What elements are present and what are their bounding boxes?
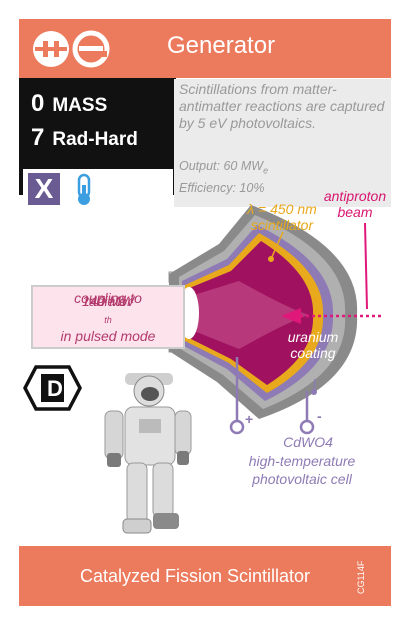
pv-label-1: high-temperature — [249, 453, 356, 469]
plus-terminal-icon — [229, 419, 245, 435]
card: Generator 0 MASS 7 Rad-Hard X Scintillatio… — [19, 19, 391, 606]
core-glow — [194, 281, 309, 349]
beam-label-2: beam — [337, 204, 372, 220]
d-badge-icon — [23, 365, 82, 411]
pv-label-2: photovoltaic cell — [251, 471, 353, 487]
card-header: Generator — [19, 19, 391, 78]
mass-stat: 0 MASS — [31, 90, 107, 118]
beam-arrow-icon — [281, 308, 301, 324]
beam-pointer — [364, 222, 368, 310]
pause-circle-icon — [33, 31, 69, 67]
minus-label: - — [317, 408, 322, 424]
scintillator-label-2: scintillator — [251, 217, 315, 233]
uranium-label-2: coating — [290, 345, 335, 361]
type-icons: X — [23, 169, 173, 209]
radhard-stat: 7 Rad-Hard — [31, 124, 138, 152]
card-footer: Catalyzed Fission Scintillator CG114F — [19, 546, 391, 606]
uranium-label-1: uranium — [288, 329, 339, 345]
description-panel: Scintillations from matter-antimatter re… — [174, 79, 391, 207]
beam-label-1: antiproton — [324, 188, 386, 204]
radhard-label: Rad-Hard — [52, 129, 138, 150]
d-badge-letter: D — [47, 376, 63, 401]
efficiency-text: Efficiency: 10% — [179, 181, 265, 195]
card-title: Generator — [167, 32, 276, 59]
output-text: Output: 60 MWe — [179, 159, 269, 176]
coupling-label-box: coupling to 140 MW th radiator in pulsed … — [31, 285, 185, 349]
astronaut-figure — [104, 373, 192, 534]
scintillator-label-1: λ = 450 nm — [246, 201, 317, 217]
plus-label: + — [245, 411, 253, 427]
coupling-label: coupling to 140 MW th radiator in pulsed … — [60, 290, 156, 344]
radhard-value: 7 — [31, 124, 45, 151]
mass-value: 0 — [31, 90, 45, 117]
cdwo4-label: CdWO4 — [283, 434, 333, 450]
e-circle-icon — [72, 30, 110, 68]
description-text: Scintillations from matter-antimatter re… — [179, 81, 385, 131]
type-x-badge: X — [28, 173, 60, 205]
thermometer-icon — [77, 173, 91, 205]
minus-terminal-icon — [299, 419, 315, 435]
generator-illustration: λ = 450 nm scintillator antiproton beam … — [23, 188, 386, 534]
card-subtitle: Catalyzed Fission Scintillator — [79, 566, 311, 586]
card-code: CG114F — [356, 560, 366, 594]
faction-logo — [33, 30, 110, 68]
stats-panel: 0 MASS 7 Rad-Hard X — [19, 78, 176, 209]
mass-label: MASS — [52, 95, 108, 116]
scintillator-pointer — [270, 231, 284, 260]
